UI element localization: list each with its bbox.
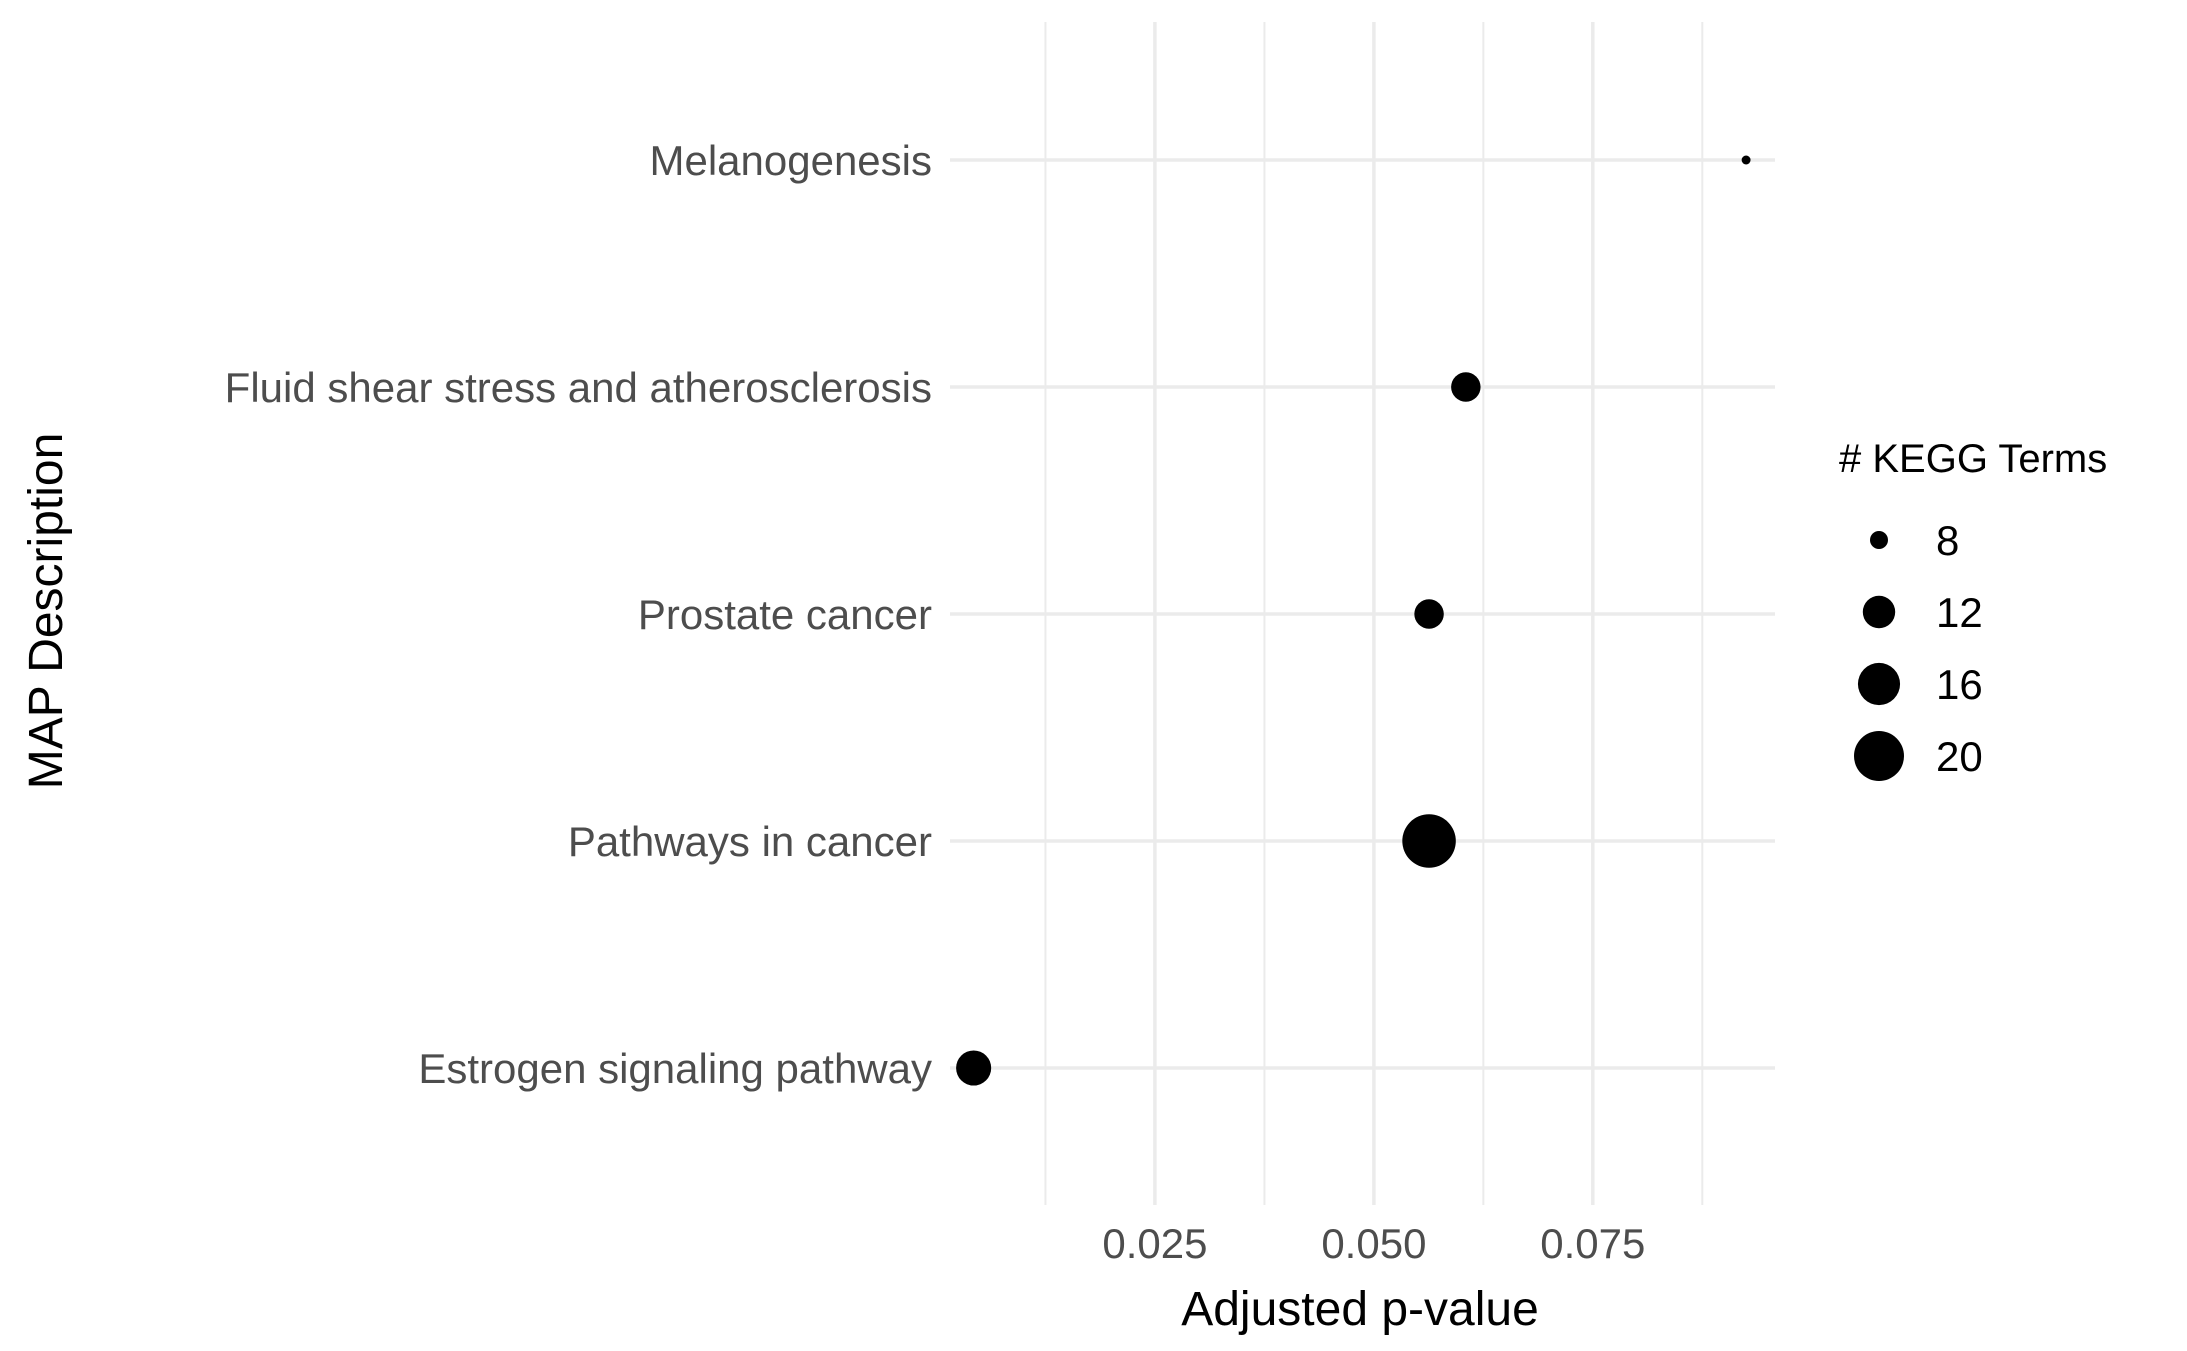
- x-axis-tick-labels: 0.025 0.050 0.075: [1102, 1220, 1645, 1267]
- data-point: [1741, 155, 1751, 165]
- y-axis-title: MAP Description: [20, 433, 73, 790]
- data-points: [956, 155, 1751, 1086]
- x-axis-title: Adjusted p-value: [1181, 1283, 1539, 1336]
- legend-key: [1870, 531, 1888, 549]
- y-tick-label: Pathways in cancer: [568, 818, 932, 865]
- grid-layer: [950, 22, 1775, 1205]
- y-tick-label: Estrogen signaling pathway: [418, 1045, 932, 1092]
- legend-items: 8 12 16 20: [1854, 517, 1983, 781]
- y-tick-label: Prostate cancer: [638, 591, 932, 638]
- data-point: [1451, 372, 1481, 402]
- y-axis-tick-labels: Estrogen signaling pathway Pathways in ca…: [225, 137, 932, 1092]
- data-point: [956, 1050, 992, 1086]
- data-point: [1414, 599, 1444, 629]
- x-tick-label: 0.050: [1321, 1220, 1426, 1267]
- y-tick-label: Fluid shear stress and atherosclerosis: [225, 364, 932, 411]
- legend-key: [1854, 731, 1904, 781]
- legend-title: # KEGG Terms: [1839, 437, 2107, 481]
- legend-key: [1862, 595, 1896, 629]
- y-tick-label: Melanogenesis: [649, 137, 932, 184]
- data-point: [1402, 814, 1456, 868]
- size-legend: # KEGG Terms 8 12 16 20: [1839, 437, 2107, 781]
- legend-label: 8: [1936, 517, 1959, 564]
- x-tick-label: 0.025: [1102, 1220, 1207, 1267]
- legend-label: 12: [1936, 589, 1983, 636]
- legend-label: 16: [1936, 661, 1983, 708]
- legend-label: 20: [1936, 733, 1983, 780]
- legend-key: [1857, 662, 1901, 706]
- x-tick-label: 0.075: [1540, 1220, 1645, 1267]
